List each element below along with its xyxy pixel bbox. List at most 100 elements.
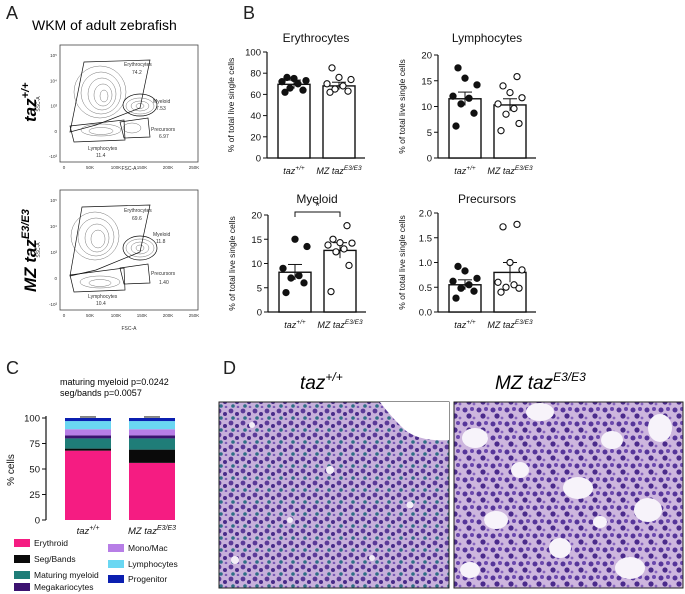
y-tick-label: 0.5 xyxy=(419,283,432,294)
panel-a-title: WKM of adult zebrafish xyxy=(32,17,177,33)
flow-ylabel: SSC-A xyxy=(36,242,42,258)
data-point xyxy=(340,245,348,253)
chart-precursors: Precursors 0.0 0.5 1.0 1.5 2.0 % of total live… xyxy=(397,192,536,330)
y-tick-label: 75 xyxy=(29,439,40,450)
data-point xyxy=(499,82,507,90)
flow-ytick-label: 10⁴ xyxy=(50,78,57,83)
flow-ytick-label: 10⁴ xyxy=(50,224,57,229)
stacked-segment xyxy=(65,429,111,436)
y-axis-label: % of total live single cells xyxy=(397,215,407,310)
chart-erythrocytes: Erythrocytes 0 20 40 60 80 100 % of total live … xyxy=(226,31,365,176)
stacked-segment xyxy=(129,435,175,439)
data-point xyxy=(348,239,356,247)
stacked-segment xyxy=(65,421,111,430)
flow-plot-frame xyxy=(59,189,199,311)
flow-xtick-label: 200K xyxy=(163,313,174,318)
y-tick-label: 5 xyxy=(427,128,432,139)
flow-xtick-label: 100K xyxy=(111,313,122,318)
data-point xyxy=(328,64,336,72)
gate-value-precursors: 6.97 xyxy=(159,134,169,140)
stacked-segment xyxy=(65,448,111,451)
data-point xyxy=(452,122,460,130)
data-point xyxy=(343,222,351,230)
chart-lymphocytes: Lymphocytes 0 5 10 15 20 % of total live singl… xyxy=(397,31,536,176)
legend-swatch xyxy=(108,575,124,583)
data-point xyxy=(470,287,478,295)
data-point xyxy=(302,76,310,85)
x-tick-label: taz+/+ xyxy=(454,165,476,176)
gate-label-myeloid: Myeloid xyxy=(153,99,170,105)
flow-xtick-label: 0 xyxy=(63,313,66,318)
flow-plot-wt: Erythrocytes 74.2 Myeloid 7.53 Precursor… xyxy=(36,44,199,172)
data-point xyxy=(494,278,502,286)
panel-d-letter: D xyxy=(223,358,236,378)
flow-xtick-label: 250K xyxy=(189,313,200,318)
legend-label: Seg/Bands xyxy=(34,554,76,564)
data-point xyxy=(281,88,289,96)
y-axis-label: % cells xyxy=(6,454,17,486)
bar xyxy=(322,85,356,159)
data-point xyxy=(497,127,505,135)
chart-cell-composition: 0 25 50 75 100 % cells taz+/+ MZ tazE3/E3 xyxy=(6,414,176,538)
stacked-segment xyxy=(65,418,111,422)
x-tick-label: taz+/+ xyxy=(77,525,100,537)
data-point xyxy=(449,277,457,285)
flow-xlabel: FSC-A xyxy=(122,166,138,172)
y-tick-label: 50 xyxy=(29,465,40,476)
flow-xtick-label: 150K xyxy=(137,313,148,318)
data-point xyxy=(335,73,343,82)
data-point xyxy=(287,274,295,282)
flow-ylabel: SSC-A xyxy=(36,96,42,112)
y-tick-label: 15 xyxy=(251,235,262,246)
flow-xtick-label: 0 xyxy=(63,165,66,170)
data-point xyxy=(344,87,352,95)
stacked-segment xyxy=(65,435,111,439)
chart-myeloid: Myeloid 0 5 10 15 20 % of total live single ce… xyxy=(227,192,366,330)
data-point xyxy=(513,220,521,229)
stacked-segment xyxy=(129,429,175,436)
legend-label: Megakariocytes xyxy=(34,582,94,592)
y-tick-label: 1.5 xyxy=(419,233,432,244)
data-point xyxy=(331,85,339,93)
chart-title: Lymphocytes xyxy=(452,31,522,45)
flow-xtick-label: 200K xyxy=(163,165,174,170)
data-point xyxy=(278,78,286,86)
data-point xyxy=(449,92,457,100)
gate-value-myeloid: 7.53 xyxy=(156,106,166,112)
gate-value-myeloid: 11.8 xyxy=(156,239,166,245)
stacked-segment xyxy=(129,438,175,450)
histology-label-wt: taz+/+ xyxy=(300,370,343,394)
y-tick-label: 15 xyxy=(421,76,432,87)
gate-label-precursors: Precursors xyxy=(151,127,176,133)
gate-value-lymphocytes: 10.4 xyxy=(96,301,106,307)
y-tick-label: 0 xyxy=(427,154,432,165)
x-tick-label: MZ tazE3/E3 xyxy=(487,319,533,330)
flow-xlabel: FSC-A xyxy=(122,326,138,332)
legend-label: Maturing myeloid xyxy=(34,570,99,580)
x-tick-label: MZ tazE3/E3 xyxy=(316,165,362,176)
flow-plot-mz: Erythrocytes 69.6 Myeloid 11.8 Precursor… xyxy=(36,189,199,332)
y-tick-label: 60 xyxy=(250,90,261,101)
legend-swatch xyxy=(14,571,30,579)
chart-title: Myeloid xyxy=(296,192,337,206)
gate-label-lymphocytes: Lymphocytes xyxy=(88,294,118,300)
data-point xyxy=(291,235,299,243)
data-point xyxy=(329,235,337,243)
legend-swatch xyxy=(14,583,30,591)
y-tick-label: 100 xyxy=(245,48,261,59)
data-point xyxy=(323,80,331,88)
gate-value-precursors: 1.40 xyxy=(159,280,169,286)
y-tick-label: 20 xyxy=(250,132,261,143)
data-point xyxy=(470,109,478,117)
chart-title: Erythrocytes xyxy=(283,31,350,45)
data-point xyxy=(515,119,523,128)
flow-axis-ticks: 10⁵ 10⁴ 10³ 0 -10³ 0 50K 100K 150K 200K 250K xyxy=(49,198,199,318)
data-point xyxy=(300,279,308,287)
x-tick-label: MZ tazE3/E3 xyxy=(487,165,533,176)
gate-label-erythrocytes: Erythrocytes xyxy=(124,208,152,214)
histology-image-wt xyxy=(218,401,450,589)
data-point xyxy=(515,284,523,292)
data-point xyxy=(345,261,353,270)
data-point xyxy=(295,271,303,280)
legend-swatch xyxy=(108,560,124,568)
